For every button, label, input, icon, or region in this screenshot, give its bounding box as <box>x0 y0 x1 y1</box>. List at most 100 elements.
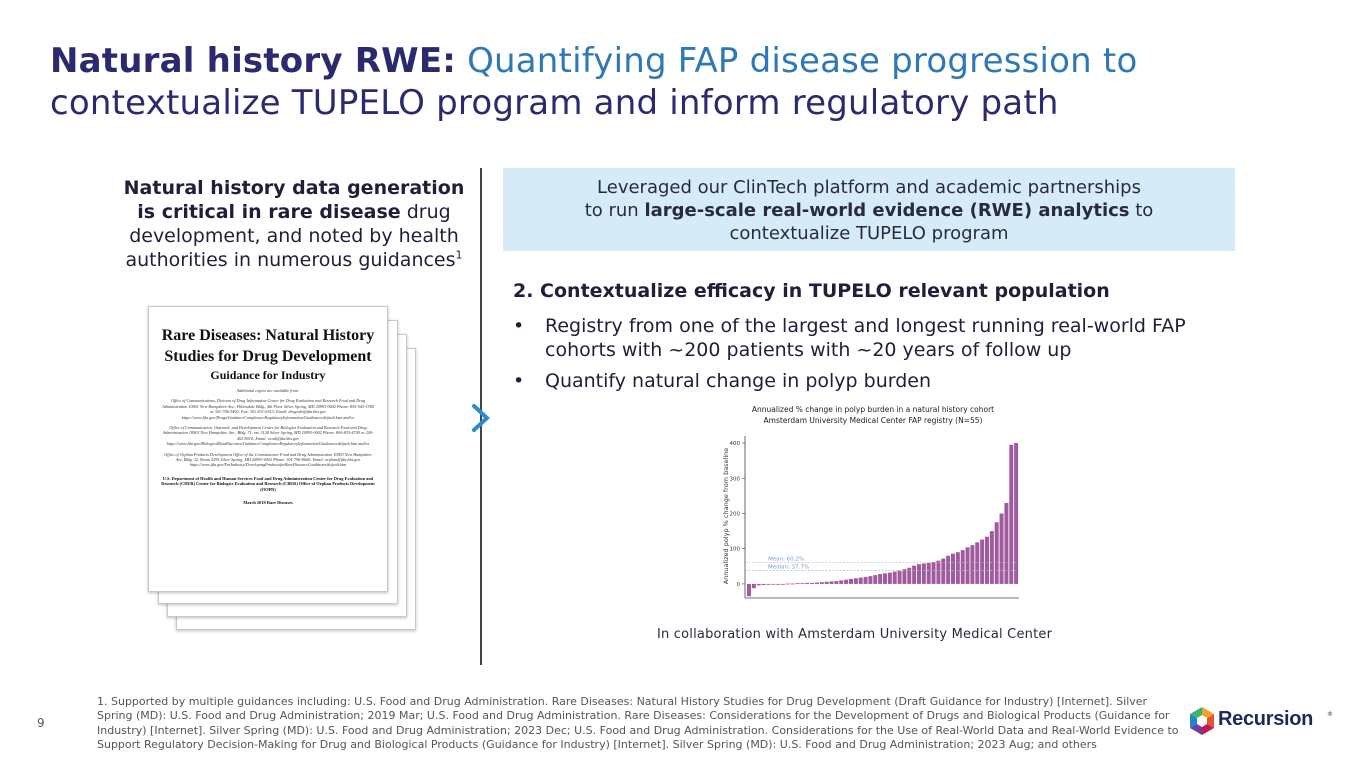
chart-bar <box>873 575 878 584</box>
chart-bar <box>844 579 849 584</box>
chart-bar <box>785 583 790 585</box>
footnote-ref: 1 <box>455 248 463 262</box>
chart-bar <box>955 552 960 584</box>
doc-small-1: Additional copies are available from: <box>236 388 300 393</box>
chart-bar <box>1004 502 1009 584</box>
chart-bar <box>819 582 824 584</box>
chart-bar <box>999 513 1004 584</box>
chart-bar <box>747 583 751 597</box>
chart-bar <box>829 581 834 584</box>
doc-small-2: Office of Communications, Division of Dr… <box>162 398 374 420</box>
doc-footer-agency: U.S. Department of Health and Human Serv… <box>161 475 375 492</box>
chart-bar <box>858 577 863 584</box>
banner-post: to <box>1129 200 1154 221</box>
banner-line2: to run large-scale real-world evidence (… <box>503 199 1235 222</box>
doc-small-3: Office of Communication, Outreach, and D… <box>162 425 374 447</box>
chart-bar <box>994 522 999 584</box>
footnote: 1. Supported by multiple guidances inclu… <box>97 695 1179 752</box>
bullet-dot: • <box>513 315 525 337</box>
chart-bar <box>1014 443 1019 584</box>
vertical-divider <box>480 168 482 665</box>
chart-bar <box>839 580 844 584</box>
chart-subtitle: Amsterdam University Medical Center FAP … <box>764 416 983 425</box>
banner-bold: large-scale real-world evidence (RWE) an… <box>644 200 1130 221</box>
bullet-item-1: • Registry from one of the largest and l… <box>513 314 1243 364</box>
title-line2: contextualize TUPELO program and inform … <box>50 83 1059 123</box>
chart-bar <box>1009 444 1014 584</box>
chart-y-tick-label: 0 <box>737 582 741 588</box>
chart-bar <box>970 545 975 584</box>
chart-bar <box>907 567 912 584</box>
chart-bar <box>936 560 941 584</box>
chart-bar <box>761 583 766 585</box>
recursion-logo-text: Recursion <box>1218 708 1314 730</box>
title-bold: Natural history RWE: <box>50 41 457 81</box>
recursion-logo-icon <box>1190 707 1214 735</box>
chart-bar <box>951 553 955 584</box>
recursion-logo: Recursion ® <box>1188 705 1338 737</box>
chart-bar <box>781 583 785 585</box>
chart-y-tick-label: 100 <box>730 547 741 553</box>
chart-bar <box>985 536 989 584</box>
chart-bar <box>989 531 994 584</box>
chart-y-axis-label: Annualized polyp % change from baseline <box>722 448 730 585</box>
collaboration-note: In collaboration with Amsterdam Universi… <box>657 627 1053 642</box>
chart-bar <box>902 569 907 584</box>
chart-bar <box>917 564 921 584</box>
chart-bar <box>756 583 761 586</box>
doc-footer-date: March 2019 Rare Diseases <box>243 500 293 506</box>
bullet-text: Quantify natural change in polyp burden <box>545 370 932 392</box>
chart-bar <box>946 555 951 584</box>
chart-bar <box>941 558 946 584</box>
chart-y-tick-label: 300 <box>730 476 741 482</box>
chart-title: Annualized % change in polyp burden in a… <box>752 405 994 414</box>
chart-bar <box>960 550 965 584</box>
chart-bar <box>849 578 853 584</box>
chart-bar <box>800 583 805 585</box>
chart-bar <box>853 578 858 584</box>
left-statement: Natural history data generation is criti… <box>118 176 470 272</box>
banner-line3: contextualize TUPELO program <box>729 223 1009 244</box>
fda-guidance-document: Rare Diseases: Natural History Studies f… <box>148 306 388 592</box>
chart-bar <box>980 539 985 584</box>
section-heading: 2. Contextualize efficacy in TUPELO rele… <box>513 280 1110 302</box>
page-number: 9 <box>37 716 45 730</box>
polyp-burden-chart: Annualized % change in polyp burden in a… <box>722 405 1019 599</box>
chart-bar <box>863 576 868 584</box>
rwe-banner: Leveraged our ClinTech platform and acad… <box>503 168 1235 251</box>
chart-bar <box>883 573 887 584</box>
chart-bar <box>790 583 795 585</box>
chart-bar <box>771 583 776 585</box>
chart-bar <box>868 576 873 584</box>
chart-bar <box>892 571 897 584</box>
chevron-right-icon <box>472 404 490 432</box>
chart-bar <box>926 562 931 584</box>
chart-bar <box>810 582 815 584</box>
chart-bar <box>878 574 883 584</box>
chart-bar <box>776 583 781 585</box>
doc-subtitle: Guidance for Industry <box>210 368 326 382</box>
chart-bar <box>931 562 936 584</box>
chart-bar <box>766 583 771 585</box>
chart-median-label: Median: 37.7% <box>768 565 809 571</box>
bullet-text: Registry from one of the largest and lon… <box>545 315 1186 361</box>
chart-bar <box>897 570 902 584</box>
chart-bar <box>965 547 970 584</box>
chart-bar <box>834 581 839 584</box>
doc-small-4: Office of Orphan Products Development Of… <box>164 451 372 468</box>
chart-bar <box>751 583 756 589</box>
left-statement-rest: drug development, and noted by health au… <box>125 201 459 271</box>
chart-y-tick-label: 400 <box>730 441 741 447</box>
chart-mean-label: Mean: 60.2% <box>768 557 804 563</box>
chart-bar <box>795 583 800 585</box>
chart-y-tick-label: 200 <box>730 511 741 517</box>
chart-bar <box>824 581 829 584</box>
title-line1: Quantifying FAP disease progression to <box>467 41 1138 81</box>
chart-bar <box>912 565 917 584</box>
doc-title: Rare Diseases: Natural History Studies f… <box>161 327 375 365</box>
bullet-item-2: • Quantify natural change in polyp burde… <box>513 369 1243 395</box>
left-statement-bold: Natural history data generation is criti… <box>123 177 465 223</box>
chart-bar <box>805 582 810 584</box>
banner-pre: to run <box>584 200 645 221</box>
bullet-dot: • <box>513 370 525 392</box>
